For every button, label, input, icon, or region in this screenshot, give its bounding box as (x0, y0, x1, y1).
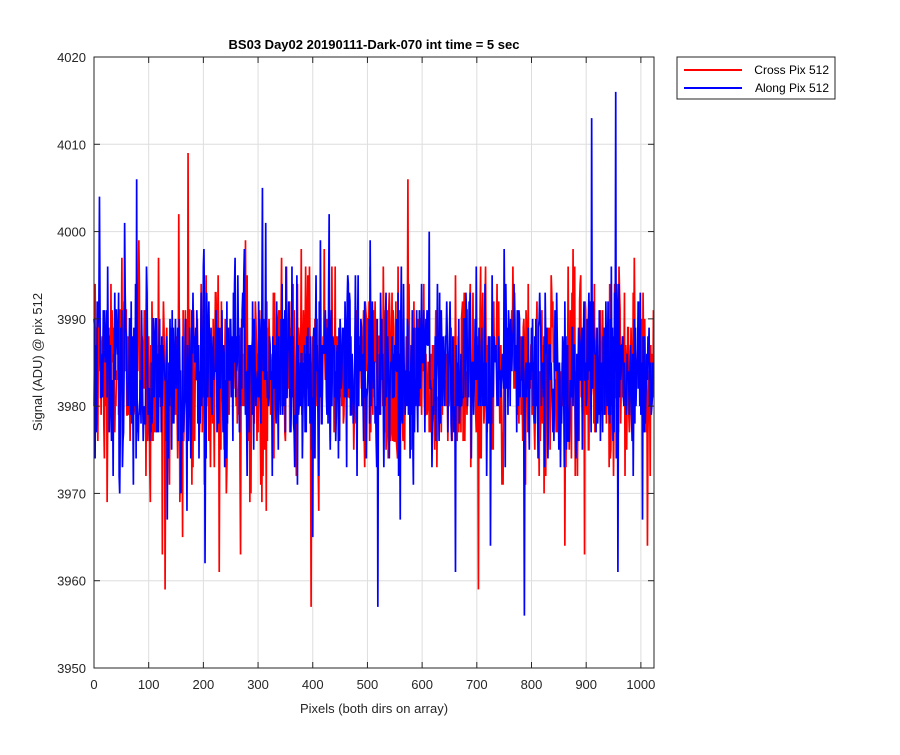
x-tick-label: 1000 (626, 677, 655, 692)
x-tick-label: 200 (193, 677, 215, 692)
legend-box (676, 56, 836, 100)
x-tick-label: 0 (90, 677, 97, 692)
y-tick-label: 3970 (57, 486, 86, 501)
x-tick-label: 400 (302, 677, 324, 692)
series-group (93, 91, 655, 616)
series-line-along-pix-512 (93, 91, 655, 616)
y-tick-label: 3990 (57, 312, 86, 327)
x-tick-label: 700 (466, 677, 488, 692)
x-tick-label: 300 (247, 677, 269, 692)
y-tick-label: 4000 (57, 225, 86, 240)
plot-area-frame (93, 56, 655, 669)
x-tick-label: 800 (521, 677, 543, 692)
x-tick-label: 100 (138, 677, 160, 692)
y-tick-label: 4020 (57, 50, 86, 65)
y-tick-label: 3950 (57, 661, 86, 676)
chart-title: BS03 Day02 20190111-Dark-070 int time = … (229, 37, 520, 52)
x-tick-label: 500 (357, 677, 379, 692)
x-tick-label: 600 (411, 677, 433, 692)
y-tick-label: 3980 (57, 399, 86, 414)
x-axis-label: Pixels (both dirs on array) (300, 701, 448, 716)
y-tick-label: 3960 (57, 574, 86, 589)
legend-label-along: Along Pix 512 (755, 81, 829, 95)
legend: Cross Pix 512 Along Pix 512 (676, 56, 836, 100)
x-tick-label: 900 (575, 677, 597, 692)
axis-ticks: 0 100 200 300 400 500 600 700 800 900 1000 3950 3960… (57, 50, 655, 692)
y-tick-label: 4010 (57, 137, 86, 152)
legend-label-cross: Cross Pix 512 (754, 63, 829, 77)
y-axis-label: Signal (ADU) @ pix 512 (30, 293, 45, 431)
